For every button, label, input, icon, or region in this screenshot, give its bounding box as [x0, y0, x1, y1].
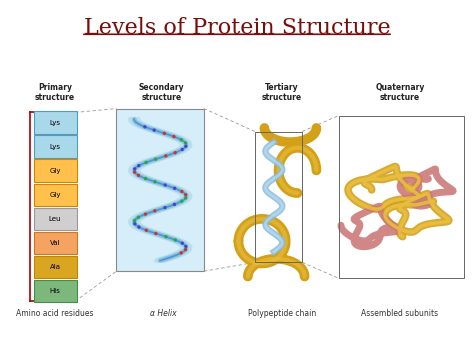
- Point: [151, 208, 159, 214]
- FancyBboxPatch shape: [34, 184, 76, 206]
- Point: [135, 173, 142, 178]
- Text: His: His: [50, 288, 61, 294]
- Point: [177, 250, 185, 256]
- Point: [131, 169, 138, 175]
- Point: [161, 205, 169, 211]
- Point: [152, 231, 160, 236]
- Point: [182, 247, 189, 252]
- Point: [182, 140, 189, 146]
- Text: Assembled subunits: Assembled subunits: [362, 309, 438, 318]
- FancyBboxPatch shape: [34, 159, 76, 182]
- FancyBboxPatch shape: [34, 256, 76, 278]
- Text: Quaternary
structure: Quaternary structure: [375, 83, 425, 102]
- Point: [178, 198, 185, 204]
- Point: [141, 124, 149, 130]
- Text: Lys: Lys: [50, 144, 61, 150]
- Point: [135, 214, 142, 220]
- Text: Tertiary
structure: Tertiary structure: [262, 83, 302, 102]
- FancyBboxPatch shape: [34, 135, 76, 158]
- Bar: [117, 109, 204, 271]
- Point: [162, 153, 170, 159]
- Point: [142, 176, 149, 181]
- Point: [152, 156, 159, 162]
- Text: Lys: Lys: [50, 120, 61, 126]
- Text: Secondary
structure: Secondary structure: [138, 83, 184, 102]
- FancyBboxPatch shape: [34, 208, 76, 230]
- Point: [182, 195, 190, 201]
- Point: [151, 179, 159, 185]
- Point: [162, 234, 170, 240]
- Point: [171, 185, 178, 191]
- Point: [171, 150, 179, 155]
- Point: [182, 143, 190, 149]
- Text: Val: Val: [50, 240, 60, 246]
- Point: [178, 137, 185, 143]
- Point: [170, 134, 178, 140]
- Text: Gly: Gly: [49, 192, 61, 198]
- Text: Leu: Leu: [49, 216, 61, 222]
- Point: [182, 192, 190, 198]
- FancyBboxPatch shape: [34, 111, 76, 134]
- Point: [131, 221, 138, 226]
- Text: α Helix: α Helix: [150, 309, 177, 318]
- Bar: [255, 132, 302, 262]
- Point: [131, 166, 138, 172]
- Point: [172, 237, 179, 243]
- Point: [171, 202, 178, 207]
- Point: [142, 211, 149, 217]
- FancyBboxPatch shape: [34, 231, 76, 254]
- Point: [135, 163, 143, 169]
- Point: [178, 147, 186, 152]
- Text: Levels of Protein Structure: Levels of Protein Structure: [84, 17, 390, 39]
- Point: [131, 218, 138, 223]
- Point: [162, 182, 169, 188]
- Point: [142, 159, 150, 165]
- Text: Amino acid residues: Amino acid residues: [16, 309, 94, 318]
- Point: [179, 240, 186, 246]
- Point: [150, 127, 158, 133]
- Text: Ala: Ala: [50, 264, 61, 270]
- Point: [161, 131, 168, 136]
- Text: Primary
structure: Primary structure: [35, 83, 75, 102]
- Text: Gly: Gly: [49, 168, 61, 174]
- Bar: [338, 116, 464, 278]
- Point: [135, 224, 143, 230]
- Point: [178, 189, 186, 194]
- Point: [182, 244, 190, 249]
- Text: Polypeptide chain: Polypeptide chain: [248, 309, 316, 318]
- FancyBboxPatch shape: [34, 280, 76, 302]
- Point: [143, 228, 150, 233]
